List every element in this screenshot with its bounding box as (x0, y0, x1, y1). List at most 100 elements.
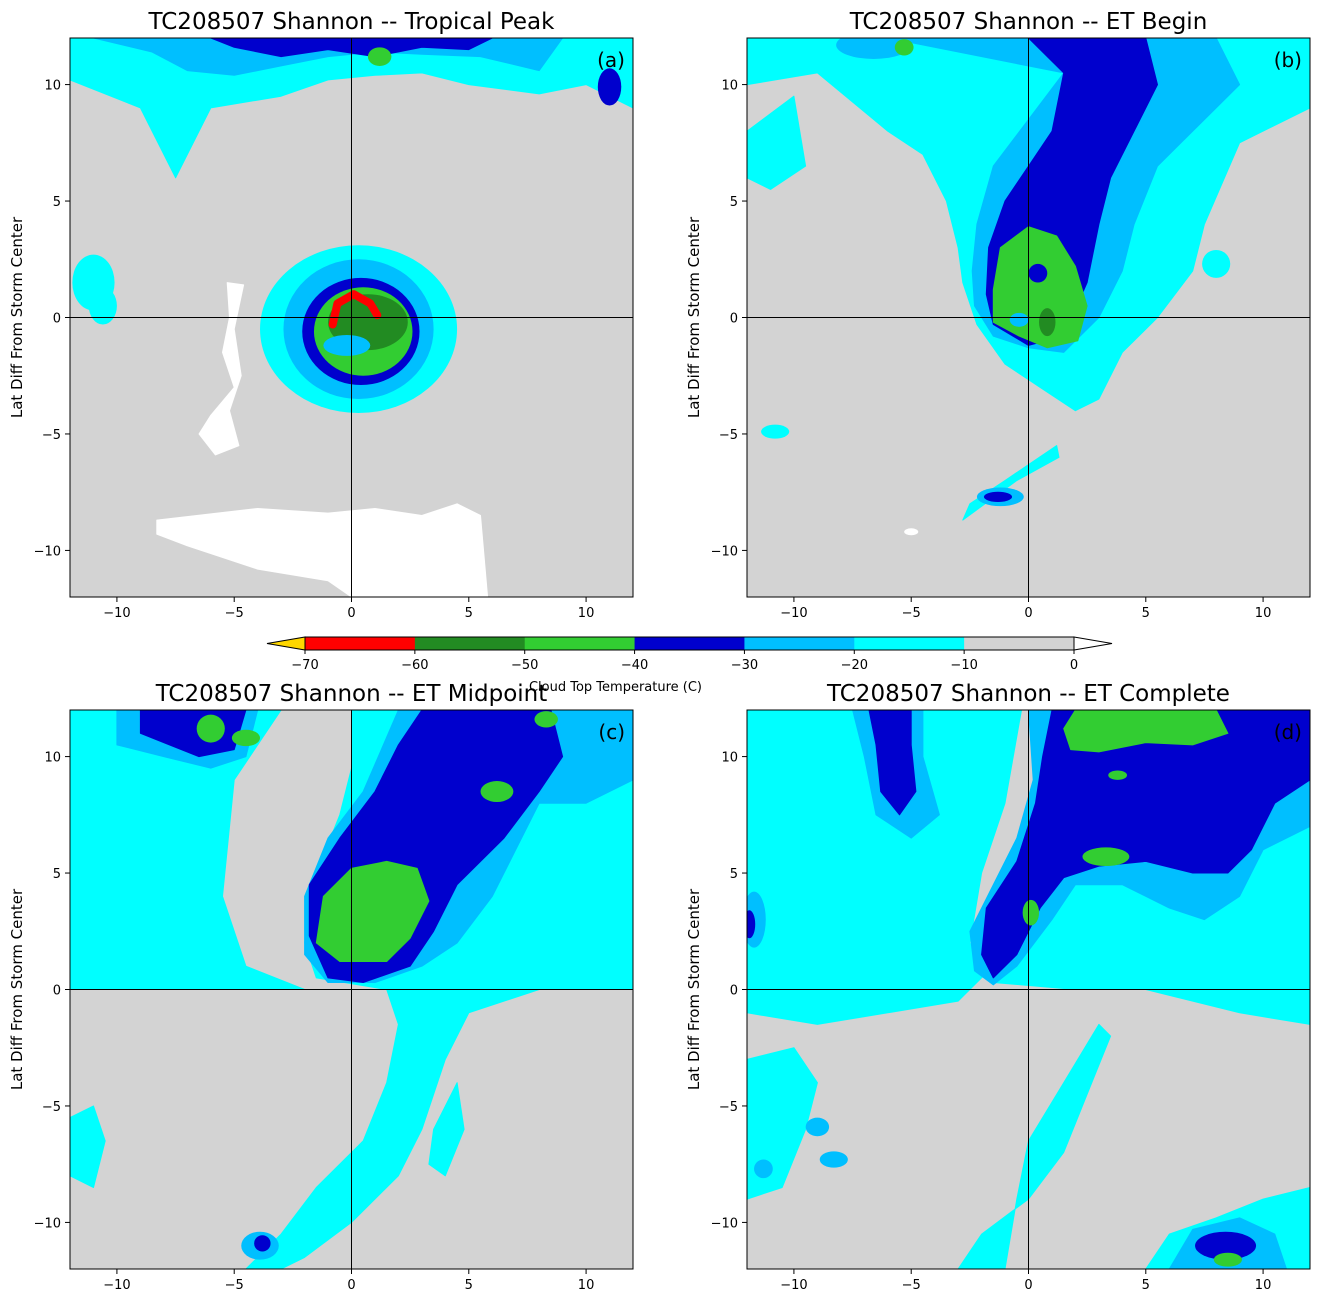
contour-region (819, 1151, 848, 1168)
y-tick-label: −5 (719, 428, 738, 443)
y-tick-label: 10 (721, 751, 738, 766)
contour-region (323, 334, 371, 356)
colorbar-bin (744, 637, 855, 650)
contour-region (1082, 847, 1130, 867)
contour-region (1213, 1252, 1242, 1267)
y-tick-label: 0 (730, 312, 738, 327)
y-tick-label: −10 (34, 544, 61, 559)
panel-c: −10 −5 0 5 10 −10 −5 0 5 10 TC208507 Shannon -- ET… (8, 681, 634, 1293)
panel-label: (b) (1274, 48, 1302, 72)
x-tick-label: 10 (578, 1278, 595, 1293)
y-tick-label: 10 (44, 79, 61, 94)
y-axis-label: Lat Diff From Storm Center (685, 216, 703, 418)
y-tick-label: 0 (53, 984, 61, 999)
contour-region (957, 1023, 1112, 1269)
x-tick-label: −10 (103, 1278, 130, 1293)
x-tick-label: 5 (1142, 1278, 1150, 1293)
y-tick-label: −5 (42, 428, 61, 443)
y-tick-label: −10 (34, 1216, 61, 1231)
contour-core (328, 290, 382, 329)
contour-region (480, 781, 514, 803)
panel-label: (d) (1274, 720, 1302, 744)
contour-region (981, 710, 1310, 979)
y-axis-label: Lat Diff From Storm Center (8, 216, 26, 418)
colorbar-bin (854, 637, 965, 650)
contour-region (254, 1235, 271, 1252)
contour-region (315, 860, 430, 962)
contour-region (904, 528, 919, 536)
contour-region (428, 1082, 465, 1177)
colorbar-tick-label: −10 (950, 658, 977, 673)
contour-region (747, 95, 807, 190)
y-axis-label: Lat Diff From Storm Center (8, 888, 26, 1090)
panel-label: (c) (598, 720, 625, 744)
y-tick-label: −5 (719, 1100, 738, 1115)
plot-area (70, 710, 633, 1269)
panel-d: −10 −5 0 5 10 −10 −5 0 5 10 TC208507 Shannon -- ET… (685, 681, 1311, 1293)
y-tick-label: −10 (711, 544, 738, 559)
plot-area (70, 38, 633, 597)
y-axis-label: Lat Diff From Storm Center (685, 888, 703, 1090)
y-tick-label: 0 (53, 312, 61, 327)
contour-region (534, 711, 558, 728)
contour-region (597, 68, 622, 106)
x-tick-label: 0 (1024, 1278, 1032, 1293)
contour-region (1063, 710, 1229, 753)
colorbar-tick-label: −40 (621, 658, 648, 673)
y-tick-label: 5 (730, 867, 738, 882)
colorbar-tick-label: 0 (1070, 658, 1078, 673)
y-tick-label: 5 (53, 867, 61, 882)
contour-region (231, 729, 261, 747)
x-tick-label: −10 (103, 606, 130, 621)
y-tick-label: −10 (711, 1216, 738, 1231)
colorbar-tick-label: −20 (841, 658, 868, 673)
colorbar-under-extension (266, 636, 306, 651)
x-tick-label: −5 (225, 606, 244, 621)
contour-region (196, 714, 225, 743)
panel-title: TC208507 Shannon -- ET Complete (826, 681, 1230, 707)
contour-region (367, 47, 392, 66)
contour-region (894, 39, 914, 56)
x-tick-label: 5 (465, 606, 473, 621)
panel-title: TC208507 Shannon -- ET Midpoint (155, 681, 548, 707)
contour-region (1202, 249, 1231, 278)
x-tick-label: 10 (578, 606, 595, 621)
x-tick-label: 10 (1255, 606, 1272, 621)
colorbar-tick-label: −50 (511, 658, 538, 673)
contour-region (1022, 899, 1040, 926)
plot-area (747, 38, 1310, 597)
colorbar-label: Cloud Top Temperature (C) (529, 680, 702, 695)
x-tick-label: 10 (1255, 1278, 1272, 1293)
colorbar-bin (524, 637, 636, 650)
colorbar-bin (964, 637, 1075, 650)
colorbar-tick-label: −30 (731, 658, 758, 673)
x-tick-label: 5 (465, 1278, 473, 1293)
x-tick-label: 5 (1142, 606, 1150, 621)
colorbar-bin (414, 637, 526, 650)
contour-region (836, 38, 912, 59)
colorbar-tick-label: −70 (291, 658, 318, 673)
contour-region (761, 424, 790, 439)
contour-region (754, 1159, 773, 1179)
contour-region (1039, 308, 1056, 337)
contour-region (88, 287, 117, 325)
contour-region (747, 910, 756, 939)
plot-area (747, 710, 1310, 1269)
colorbar: −70 −60 −50 −40 −30 −20 −10 0 Cloud Top Temperat… (266, 636, 1113, 695)
y-tick-label: −5 (42, 1100, 61, 1115)
panel-a: −10 −5 0 5 10 −10 −5 0 5 10 TC208507 Shannon -- Tr… (8, 9, 634, 621)
x-tick-label: −10 (780, 1278, 807, 1293)
contour-region (198, 282, 245, 456)
panel-label: (a) (597, 48, 625, 72)
contour-region (1028, 263, 1048, 283)
y-tick-label: 5 (53, 195, 61, 210)
contour-region (1009, 312, 1029, 327)
contour-region (156, 503, 489, 597)
contour-region (1108, 770, 1128, 780)
colorbar-tick-label: −60 (401, 658, 428, 673)
contour-region (805, 1117, 830, 1137)
panel-title: TC208507 Shannon -- ET Begin (849, 9, 1208, 35)
colorbar-bin (305, 637, 416, 650)
y-tick-label: 10 (721, 79, 738, 94)
